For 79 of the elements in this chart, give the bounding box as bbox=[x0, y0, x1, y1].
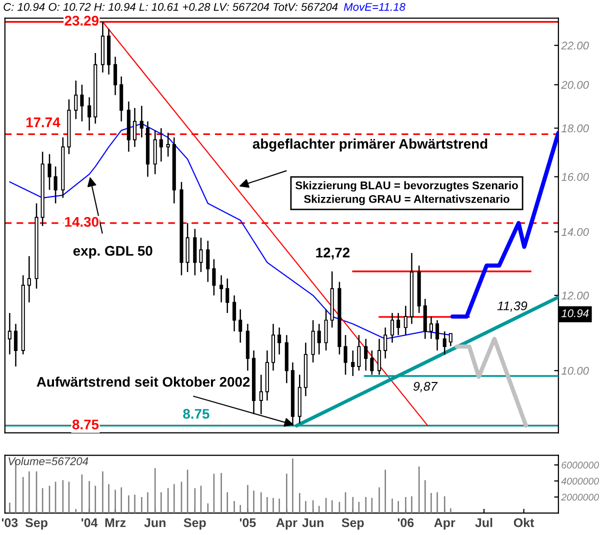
x-tick-label: Apr bbox=[276, 518, 298, 530]
line-series bbox=[454, 336, 528, 428]
ref-line-label: 8.75 bbox=[183, 408, 210, 419]
candlestick bbox=[317, 323, 321, 356]
candlestick bbox=[390, 312, 394, 344]
x-tick-label: Apr bbox=[434, 518, 456, 530]
candlestick bbox=[74, 80, 78, 120]
x-tick-label: Jun bbox=[302, 518, 324, 528]
candlestick bbox=[324, 308, 328, 352]
candlestick bbox=[351, 350, 355, 377]
y-tick-label: 18.00 bbox=[561, 124, 589, 132]
y-tick-label: 2000000 bbox=[561, 494, 599, 501]
y-tick-label: 10.00 bbox=[561, 366, 589, 375]
candlestick bbox=[442, 330, 446, 356]
candlestick bbox=[311, 320, 315, 364]
candlestick bbox=[14, 323, 18, 368]
annotation: exp. GDL 50 bbox=[73, 246, 152, 259]
x-tick-label: Okt bbox=[514, 518, 534, 528]
candlestick bbox=[232, 294, 236, 332]
text: 10.94 bbox=[561, 309, 589, 318]
y-tick-label: 14.00 bbox=[561, 228, 589, 236]
chart-title: C: 10.94 O: 10.72 H: 10.94 L: 10.61 +0.28 LV: 567204 TotV: 567204 bbox=[4, 2, 338, 11]
candlestick bbox=[54, 166, 58, 204]
candlestick bbox=[206, 240, 210, 283]
ref-line-label: 17.74 bbox=[26, 118, 60, 128]
candlestick bbox=[140, 105, 144, 138]
candlestick bbox=[435, 320, 440, 352]
y-tick-label: 4000000 bbox=[561, 478, 599, 485]
candlestick bbox=[159, 128, 163, 162]
ref-line-label: 8.75 bbox=[72, 420, 99, 430]
ref-line-label: 23.29 bbox=[64, 16, 99, 26]
x-tick-label: '05 bbox=[240, 518, 256, 528]
candlestick bbox=[278, 326, 282, 356]
candlestick bbox=[113, 56, 118, 96]
candlestick bbox=[384, 326, 388, 360]
candlestick bbox=[404, 305, 408, 336]
candlestick bbox=[344, 334, 348, 376]
candlestick bbox=[370, 350, 374, 376]
candlestick bbox=[27, 255, 31, 303]
y-tick-label: 12.00 bbox=[561, 292, 589, 300]
annotation: 11,39 bbox=[497, 301, 528, 312]
ref-line-label: 14.30 bbox=[65, 216, 98, 227]
y-tick-label: 6000000 bbox=[562, 462, 599, 469]
x-tick-label: '04 bbox=[82, 518, 98, 528]
x-tick-label: '03 bbox=[2, 518, 18, 528]
candlestick bbox=[238, 308, 242, 344]
candlestick bbox=[132, 107, 137, 148]
x-tick-label: Jul bbox=[475, 518, 492, 528]
candlestick bbox=[396, 312, 400, 336]
candlestick bbox=[226, 278, 230, 314]
candlestick bbox=[80, 84, 84, 122]
series-label: Volume=567204 bbox=[8, 457, 88, 466]
text: MovE=11.18 bbox=[344, 2, 406, 11]
candlestick bbox=[8, 312, 12, 356]
x-tick-label: Jun bbox=[144, 518, 166, 528]
annotation: Skizzierung BLAU = bevorzugtes Szenario Skizzierung GRAU = Alternativszenario bbox=[295, 181, 518, 206]
x-tick-label: Sep bbox=[342, 518, 364, 530]
x-tick-label: Sep bbox=[184, 518, 206, 530]
annotation: 12,72 bbox=[316, 248, 350, 260]
annotation: abgeflachter primärer Abwärtstrend bbox=[252, 138, 488, 152]
candlestick bbox=[357, 334, 361, 372]
candlestick bbox=[429, 316, 433, 340]
candlestick bbox=[166, 132, 170, 158]
candlestick bbox=[377, 338, 382, 376]
candlestick bbox=[212, 258, 216, 296]
candlestick bbox=[364, 338, 368, 372]
candlestick bbox=[48, 154, 52, 190]
x-tick-label: Sep bbox=[25, 518, 48, 530]
y-tick-label: 20.00 bbox=[561, 80, 589, 89]
annotation: Aufwärtstrend seit Oktober 2002 bbox=[36, 376, 250, 387]
candlestick bbox=[88, 96, 92, 132]
candlestick bbox=[199, 237, 203, 273]
x-tick-label: Mrz bbox=[105, 518, 126, 527]
annotation: 9,87 bbox=[413, 382, 438, 392]
x-tick-label: '06 bbox=[398, 518, 414, 528]
y-tick-label: 16.00 bbox=[561, 173, 589, 181]
y-tick-label: 22.00 bbox=[561, 42, 589, 50]
candlestick bbox=[220, 274, 224, 303]
candlestick bbox=[448, 332, 452, 347]
